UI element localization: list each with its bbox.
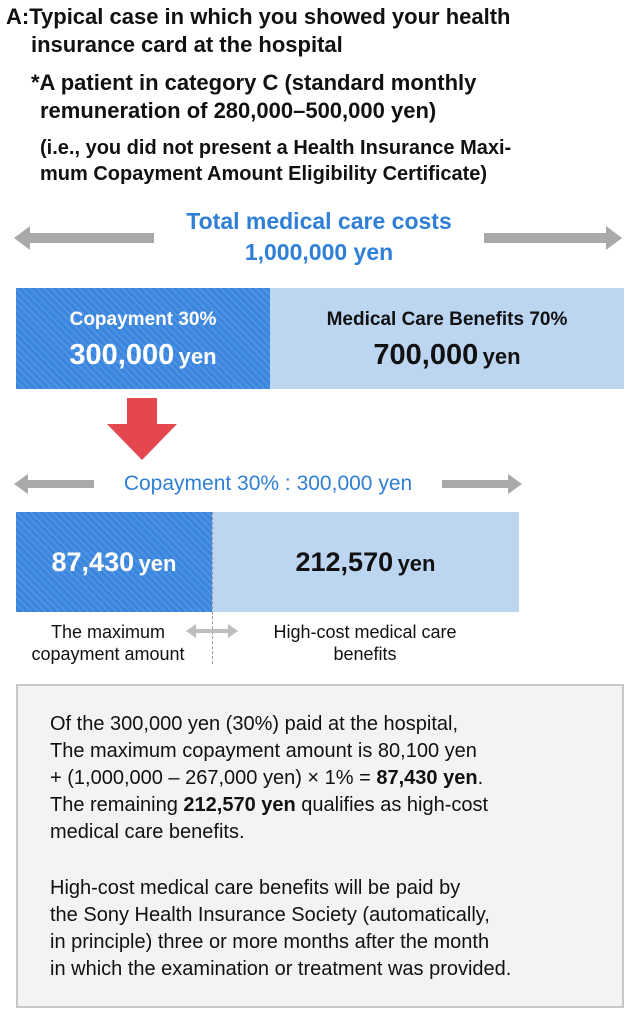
down-arrow-icon bbox=[107, 398, 177, 460]
payment-line-1: High-cost medical care benefits will be … bbox=[50, 877, 461, 899]
heading-line-2: insurance card at the hospital bbox=[31, 32, 343, 57]
copayment-unit: yen bbox=[178, 344, 217, 369]
explanation-line-4: The remaining 212,570 yen qualifies as h… bbox=[50, 792, 488, 819]
medical-benefits-segment: Medical Care Benefits 70% 700,000 yen bbox=[270, 288, 624, 389]
remaining-suffix: qualifies as high-cost bbox=[295, 794, 489, 816]
double-arrow-icon bbox=[186, 624, 238, 638]
explanation-paragraph-1: Of the 300,000 yen (30%) paid at the hos… bbox=[50, 711, 488, 846]
copay-right-arrow-icon bbox=[442, 474, 522, 494]
formula-text: + (1,000,000 – 267,000 yen) × 1% = bbox=[50, 767, 377, 789]
formula-period: . bbox=[477, 767, 484, 789]
explanation-box: Of the 300,000 yen (30%) paid at the hos… bbox=[16, 684, 624, 1008]
high-cost-label: High-cost medical care benefits bbox=[240, 621, 490, 665]
medical-benefits-amount: 700,000 bbox=[373, 339, 479, 371]
max-copay-amount-row: 87,430 yen bbox=[16, 545, 212, 584]
high-cost-unit: yen bbox=[397, 551, 436, 576]
max-copay-label: The maximum copayment amount bbox=[16, 621, 200, 665]
high-cost-amount-row: 212,570 yen bbox=[212, 545, 519, 584]
left-arrow-icon bbox=[14, 226, 154, 250]
max-copay-label-line-1: The maximum bbox=[50, 622, 166, 642]
remaining-prefix: The remaining bbox=[50, 794, 184, 816]
right-arrow-icon bbox=[484, 226, 622, 250]
explanation-line-5: medical care benefits. bbox=[50, 821, 245, 843]
explanation-line-1: Of the 300,000 yen (30%) paid at the hos… bbox=[50, 713, 459, 735]
copay-range-label: Copayment 30% : 300,000 yen bbox=[123, 472, 413, 495]
max-copay-unit: yen bbox=[138, 551, 177, 576]
total-cost-amount: 1,000,000 yen bbox=[244, 239, 394, 265]
high-cost-label-line-2: benefits bbox=[333, 644, 397, 664]
high-cost-label-line-1: High-cost medical care bbox=[273, 622, 457, 642]
remaining-amount: 212,570 yen bbox=[183, 794, 296, 816]
high-cost-segment: 212,570 yen bbox=[212, 512, 519, 612]
certificate-note-line-1: (i.e., you did not present a Health Insu… bbox=[40, 137, 512, 159]
explanation-line-2: The maximum copayment amount is 80,100 y… bbox=[50, 740, 477, 762]
segment-divider bbox=[212, 512, 213, 664]
category-note-line-2: remuneration of 280,000–500,000 yen) bbox=[40, 98, 437, 123]
copayment-amount: 300,000 bbox=[69, 339, 175, 371]
copay-left-arrow-icon bbox=[14, 474, 94, 494]
payment-line-2: the Sony Health Insurance Society (autom… bbox=[50, 904, 490, 926]
copayment-segment: Copayment 30% 300,000 yen bbox=[16, 288, 270, 389]
high-cost-amount: 212,570 bbox=[295, 547, 394, 577]
medical-benefits-title: Medical Care Benefits 70% bbox=[326, 309, 568, 330]
copayment-amount-row: 300,000 yen bbox=[16, 338, 270, 377]
max-copay-segment: 87,430 yen bbox=[16, 512, 212, 612]
payment-line-4: in which the examination or treatment wa… bbox=[50, 958, 512, 980]
category-note-line-1: *A patient in category C (standard month… bbox=[31, 70, 477, 95]
explanation-line-3: + (1,000,000 – 267,000 yen) × 1% = 87,43… bbox=[50, 765, 488, 792]
copayment-title: Copayment 30% bbox=[69, 309, 217, 330]
formula-result: 87,430 yen bbox=[376, 767, 478, 789]
certificate-note-line-2: mum Copayment Amount Eligibility Certifi… bbox=[40, 163, 488, 185]
total-cost-label: Total medical care costs bbox=[186, 208, 452, 234]
medical-benefits-amount-row: 700,000 yen bbox=[270, 338, 624, 377]
heading-line-1: A:Typical case in which you showed your … bbox=[6, 4, 511, 29]
medical-benefits-unit: yen bbox=[482, 344, 521, 369]
explanation-paragraph-2: High-cost medical care benefits will be … bbox=[50, 875, 511, 983]
max-copay-label-line-2: copayment amount bbox=[31, 644, 185, 664]
max-copay-amount: 87,430 bbox=[51, 547, 135, 577]
payment-line-3: in principle) three or more months after… bbox=[50, 931, 490, 953]
